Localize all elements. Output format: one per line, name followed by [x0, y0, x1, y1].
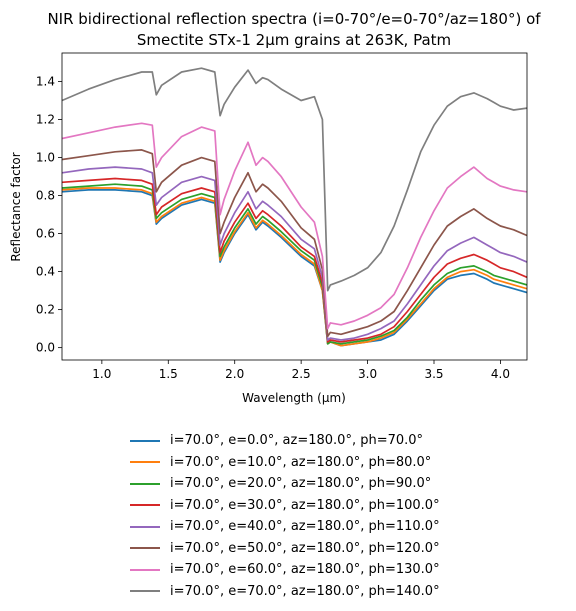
y-tick-label: 0.8 — [36, 189, 55, 203]
series-line-7 — [62, 122, 527, 330]
series-line-6 — [62, 149, 527, 338]
legend-label: i=70.0°, e=10.0°, az=180.0°, ph=80.0° — [170, 454, 432, 470]
x-tick-label: 1.0 — [92, 367, 111, 381]
legend-swatch — [130, 590, 160, 593]
legend-item: i=70.0°, e=10.0°, az=180.0°, ph=80.0° — [130, 452, 490, 474]
chart: NIR bidirectional reflection spectra (i=… — [9, 10, 541, 405]
legend-label: i=70.0°, e=20.0°, az=180.0°, ph=90.0° — [170, 476, 432, 492]
y-tick-label: 0.4 — [36, 265, 55, 279]
legend-swatch — [130, 482, 160, 485]
series-line-8 — [62, 67, 527, 292]
legend-label: i=70.0°, e=60.0°, az=180.0°, ph=130.0° — [170, 562, 440, 578]
series-line-1 — [62, 189, 527, 347]
legend-swatch — [130, 439, 160, 442]
series-line-4 — [62, 177, 527, 343]
legend-swatch — [130, 461, 160, 464]
legend-item: i=70.0°, e=30.0°, az=180.0°, ph=100.0° — [130, 495, 490, 517]
legend-item: i=70.0°, e=40.0°, az=180.0°, ph=110.0° — [130, 516, 490, 538]
x-tick-label: 1.5 — [159, 367, 178, 381]
legend-swatch — [130, 525, 160, 528]
legend-item: i=70.0°, e=70.0°, az=180.0°, ph=140.0° — [130, 581, 490, 603]
y-tick-label: 0.2 — [36, 303, 55, 317]
x-tick-label: 2.5 — [292, 367, 311, 381]
legend-label: i=70.0°, e=50.0°, az=180.0°, ph=120.0° — [170, 540, 440, 556]
legend-swatch — [130, 547, 160, 550]
legend-item: i=70.0°, e=50.0°, az=180.0°, ph=120.0° — [130, 538, 490, 560]
y-tick-label: 1.0 — [36, 151, 55, 165]
legend-item: i=70.0°, e=60.0°, az=180.0°, ph=130.0° — [130, 559, 490, 581]
legend-item: i=70.0°, e=20.0°, az=180.0°, ph=90.0° — [130, 473, 490, 495]
y-axis-ticks: 0.0 0.2 0.4 0.6 0.8 1.0 1.2 1.4 — [36, 75, 62, 355]
legend-swatch — [130, 568, 160, 571]
y-tick-label: 0.6 — [36, 227, 55, 241]
x-tick-label: 3.0 — [358, 367, 377, 381]
series-line-5 — [62, 166, 527, 341]
legend-swatch — [130, 504, 160, 507]
plot-series — [62, 67, 527, 347]
legend-label: i=70.0°, e=30.0°, az=180.0°, ph=100.0° — [170, 497, 440, 513]
chart-title: NIR bidirectional reflection spectra (i=… — [47, 10, 541, 28]
series-line-2 — [62, 187, 527, 347]
x-tick-label: 4.0 — [491, 367, 510, 381]
x-tick-label: 3.5 — [424, 367, 443, 381]
legend: i=70.0°, e=0.0°, az=180.0°, ph=70.0° i=70… — [130, 430, 490, 602]
legend-item: i=70.0°, e=0.0°, az=180.0°, ph=70.0° — [130, 430, 490, 452]
plot-frame — [61, 52, 528, 361]
y-tick-label: 0.0 — [36, 341, 55, 355]
x-axis-ticks: 1.0 1.5 2.0 2.5 3.0 3.5 4.0 — [92, 360, 510, 381]
legend-label: i=70.0°, e=40.0°, az=180.0°, ph=110.0° — [170, 519, 440, 535]
chart-subtitle: Smectite STx-1 2µm grains at 263K, Patm — [137, 31, 451, 49]
x-axis-label: Wavelength (μm) — [242, 391, 346, 405]
legend-label: i=70.0°, e=70.0°, az=180.0°, ph=140.0° — [170, 583, 440, 599]
series-line-3 — [62, 183, 527, 345]
legend-label: i=70.0°, e=0.0°, az=180.0°, ph=70.0° — [170, 433, 424, 449]
y-axis-label: Reflectance factor — [9, 152, 23, 261]
x-tick-label: 2.0 — [225, 367, 244, 381]
y-tick-label: 1.2 — [36, 113, 55, 127]
y-tick-label: 1.4 — [36, 75, 55, 89]
